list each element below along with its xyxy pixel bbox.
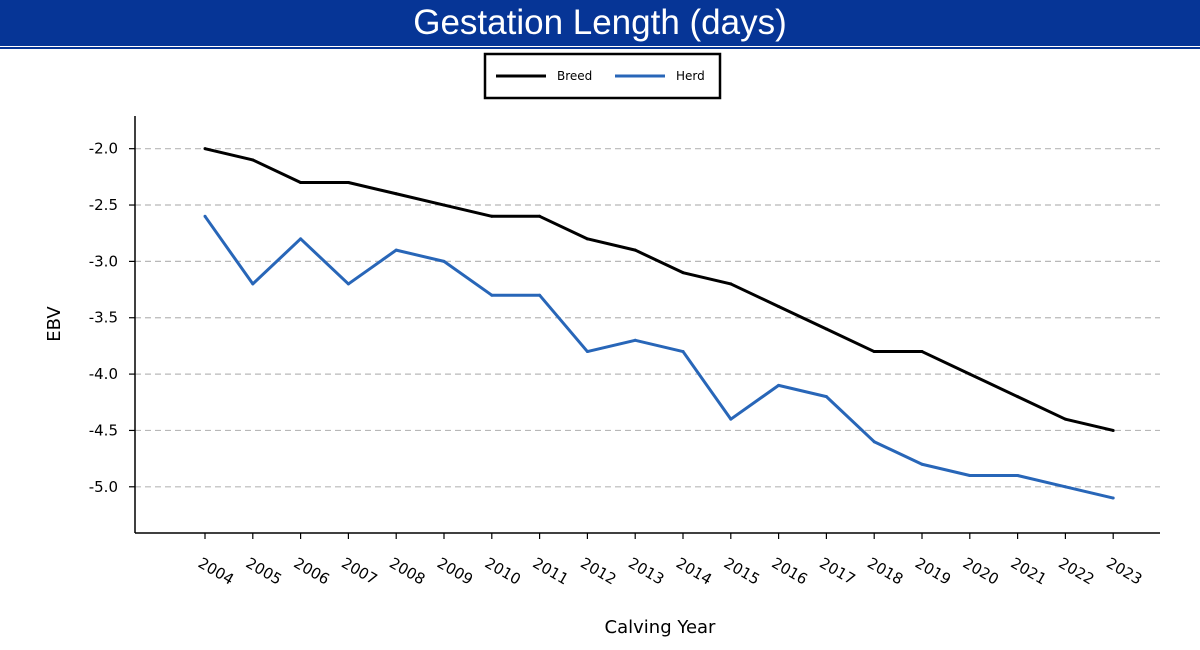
x-tick-label: 2019	[912, 554, 954, 589]
data-point-breed	[299, 180, 303, 184]
x-tick-label: 2014	[673, 554, 715, 589]
x-tick-label: 2022	[1055, 554, 1097, 589]
x-tick-label: 2011	[530, 554, 572, 589]
data-point-herd	[394, 248, 398, 252]
legend: Breed Herd	[483, 52, 722, 100]
data-point-breed	[442, 203, 446, 207]
x-ticks: 2004 2005 2006 2007 2008 2009 2010 2011 2012 2013…	[195, 533, 1145, 589]
y-tick-label: -4.5	[89, 421, 118, 439]
data-point-breed	[872, 350, 876, 354]
y-tick-label: -5.0	[89, 478, 118, 496]
data-point-breed	[585, 237, 589, 241]
data-point-herd	[299, 237, 303, 241]
x-tick-label: 2005	[243, 554, 285, 589]
x-tick-label: 2009	[434, 554, 476, 589]
data-point-herd	[203, 214, 207, 218]
data-point-herd	[442, 259, 446, 263]
data-point-breed	[251, 158, 255, 162]
series-line-herd	[203, 215, 1114, 500]
x-tick-label: 2013	[625, 554, 667, 589]
x-tick-label: 2017	[816, 554, 858, 589]
grid-lines	[135, 148, 1160, 488]
data-point-herd	[585, 350, 589, 354]
data-point-herd	[777, 383, 781, 387]
data-point-breed	[1111, 428, 1115, 432]
y-tick-label: -2.0	[89, 140, 118, 158]
data-point-breed	[777, 304, 781, 308]
data-point-herd	[490, 293, 494, 297]
x-tick-label: 2021	[1008, 554, 1050, 589]
data-point-herd	[872, 440, 876, 444]
series-lines	[203, 147, 1115, 500]
x-tick-label: 2023	[1103, 554, 1145, 589]
data-point-breed	[346, 180, 350, 184]
data-point-breed	[394, 192, 398, 196]
data-point-herd	[920, 462, 924, 466]
y-axis-title: EBV	[44, 306, 65, 342]
x-tick-label: 2018	[864, 554, 906, 589]
axes	[134, 116, 1160, 534]
data-point-breed	[968, 372, 972, 376]
data-point-breed	[824, 327, 828, 331]
y-tick-label: -4.0	[89, 365, 118, 383]
data-point-herd	[1063, 485, 1067, 489]
data-point-breed	[1016, 395, 1020, 399]
x-tick-label: 2010	[482, 554, 524, 589]
y-tick-label: -3.5	[89, 309, 118, 327]
x-axis-title: Calving Year	[605, 617, 717, 638]
data-point-herd	[1016, 474, 1020, 478]
data-point-herd	[729, 417, 733, 421]
y-tick-label: -3.0	[89, 252, 118, 270]
data-point-herd	[1111, 496, 1115, 500]
title-rule	[0, 47, 1200, 49]
data-point-herd	[346, 282, 350, 286]
data-point-breed	[203, 147, 207, 151]
data-point-breed	[490, 214, 494, 218]
data-point-herd	[538, 293, 542, 297]
y-tick-label: -2.5	[89, 196, 118, 214]
data-point-breed	[633, 248, 637, 252]
data-point-herd	[633, 338, 637, 342]
data-point-breed	[538, 214, 542, 218]
x-tick-label: 2004	[195, 554, 237, 589]
data-point-herd	[251, 282, 255, 286]
data-point-herd	[824, 395, 828, 399]
y-ticks: -2.0 -2.5 -3.0 -3.5 -4.0 -4.5 -5.0	[89, 140, 135, 496]
x-tick-label: 2015	[721, 554, 763, 589]
x-tick-label: 2007	[338, 554, 380, 589]
title-bar	[0, 0, 1200, 46]
series-line-breed	[204, 147, 1114, 432]
x-tick-label: 2008	[386, 554, 428, 589]
data-point-breed	[920, 350, 924, 354]
x-tick-label: 2012	[577, 554, 619, 589]
legend-label-breed: Breed	[557, 69, 592, 83]
x-tick-label: 2020	[960, 554, 1002, 589]
data-point-herd	[681, 350, 685, 354]
data-point-breed	[729, 282, 733, 286]
x-tick-label: 2006	[291, 554, 333, 589]
data-point-breed	[1063, 417, 1067, 421]
x-tick-label: 2016	[769, 554, 811, 589]
legend-label-herd: Herd	[676, 69, 705, 83]
chart-title: Gestation Length (days)	[413, 3, 787, 42]
data-point-herd	[968, 474, 972, 478]
data-point-breed	[681, 271, 685, 275]
